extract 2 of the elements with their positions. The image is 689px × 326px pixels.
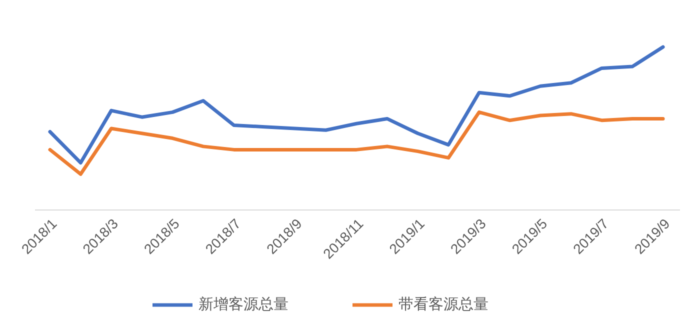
legend-label: 新增客源总量	[198, 296, 288, 313]
legend-label: 带看客源总量	[398, 296, 488, 313]
